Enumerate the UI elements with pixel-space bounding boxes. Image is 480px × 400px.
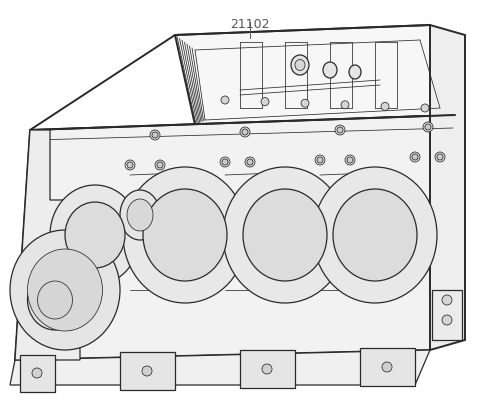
Polygon shape bbox=[15, 115, 455, 360]
Circle shape bbox=[150, 130, 160, 140]
Ellipse shape bbox=[37, 281, 72, 319]
Circle shape bbox=[245, 157, 255, 167]
Polygon shape bbox=[360, 348, 415, 386]
Circle shape bbox=[242, 129, 248, 135]
Polygon shape bbox=[430, 25, 465, 350]
Circle shape bbox=[337, 127, 343, 133]
Ellipse shape bbox=[50, 185, 140, 285]
Circle shape bbox=[442, 315, 452, 325]
Circle shape bbox=[220, 157, 230, 167]
Ellipse shape bbox=[123, 167, 247, 303]
Ellipse shape bbox=[127, 199, 153, 231]
Circle shape bbox=[345, 155, 355, 165]
Circle shape bbox=[435, 152, 445, 162]
Polygon shape bbox=[120, 352, 175, 390]
Polygon shape bbox=[20, 355, 55, 392]
Circle shape bbox=[127, 162, 133, 168]
Ellipse shape bbox=[349, 65, 361, 79]
Circle shape bbox=[152, 132, 158, 138]
Polygon shape bbox=[432, 290, 462, 340]
Circle shape bbox=[261, 98, 269, 106]
Circle shape bbox=[425, 124, 431, 130]
Ellipse shape bbox=[295, 60, 305, 70]
Circle shape bbox=[240, 127, 250, 137]
Circle shape bbox=[125, 160, 135, 170]
Circle shape bbox=[347, 157, 353, 163]
Ellipse shape bbox=[27, 249, 103, 331]
Circle shape bbox=[301, 99, 309, 107]
Circle shape bbox=[442, 295, 452, 305]
Circle shape bbox=[412, 154, 418, 160]
Text: 21102: 21102 bbox=[230, 18, 270, 31]
Ellipse shape bbox=[27, 270, 83, 330]
Circle shape bbox=[421, 104, 429, 112]
Circle shape bbox=[317, 157, 323, 163]
Polygon shape bbox=[25, 235, 52, 260]
Ellipse shape bbox=[143, 189, 227, 281]
Polygon shape bbox=[175, 25, 455, 125]
Circle shape bbox=[157, 162, 163, 168]
Circle shape bbox=[315, 155, 325, 165]
Polygon shape bbox=[240, 350, 295, 388]
Ellipse shape bbox=[223, 167, 347, 303]
Circle shape bbox=[221, 96, 229, 104]
Ellipse shape bbox=[333, 189, 417, 281]
Polygon shape bbox=[25, 210, 52, 235]
Ellipse shape bbox=[323, 62, 337, 78]
Circle shape bbox=[32, 368, 42, 378]
Circle shape bbox=[437, 154, 443, 160]
Circle shape bbox=[142, 366, 152, 376]
Ellipse shape bbox=[313, 167, 437, 303]
Circle shape bbox=[262, 364, 272, 374]
Circle shape bbox=[222, 159, 228, 165]
Circle shape bbox=[341, 101, 349, 109]
Ellipse shape bbox=[65, 202, 125, 268]
Circle shape bbox=[423, 122, 433, 132]
Ellipse shape bbox=[120, 190, 160, 240]
Circle shape bbox=[247, 159, 253, 165]
Ellipse shape bbox=[243, 189, 327, 281]
Circle shape bbox=[382, 362, 392, 372]
Ellipse shape bbox=[291, 55, 309, 75]
Circle shape bbox=[381, 102, 389, 110]
Circle shape bbox=[155, 160, 165, 170]
Polygon shape bbox=[10, 350, 430, 385]
Circle shape bbox=[335, 125, 345, 135]
Polygon shape bbox=[15, 130, 80, 360]
Circle shape bbox=[410, 152, 420, 162]
Ellipse shape bbox=[10, 230, 120, 350]
